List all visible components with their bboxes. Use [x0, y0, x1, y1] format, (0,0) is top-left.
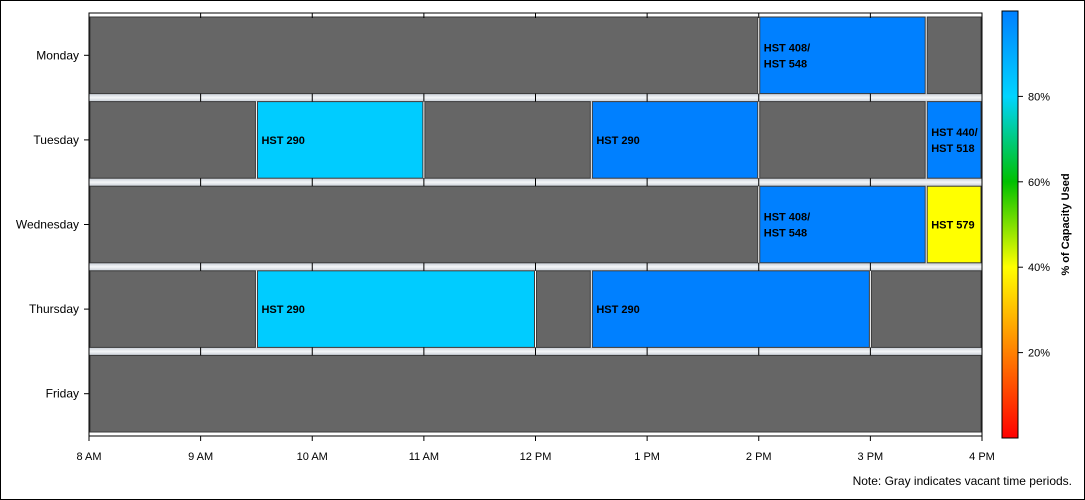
- segment-bar: [89, 101, 256, 179]
- schedule-segment: HST 290: [256, 270, 535, 348]
- vacant-segment: [89, 16, 759, 95]
- vacant-segment: [89, 185, 759, 264]
- vacant-segment: [926, 16, 982, 95]
- segment-bar: [759, 185, 926, 264]
- segment-bar: [926, 185, 982, 264]
- vacant-segment: [89, 354, 982, 433]
- segment-bar: [759, 16, 926, 95]
- segment-label: HST 548: [764, 58, 807, 70]
- segment-label: HST 579: [931, 220, 974, 232]
- schedule-segment: HST 579: [926, 185, 982, 264]
- y-tick-label: Friday: [46, 387, 79, 401]
- segment-bar: [256, 101, 424, 179]
- colorbar-tick-label: 60%: [1028, 177, 1050, 189]
- segment-bar: [870, 270, 982, 348]
- schedule-segment: HST 408/HST 548: [759, 185, 926, 264]
- segment-bar: [759, 101, 926, 179]
- schedule-segment: HST 290: [591, 270, 870, 348]
- vacant-segment: [536, 270, 591, 348]
- y-tick-label: Wednesday: [16, 218, 79, 232]
- x-tick-label: 9 AM: [188, 451, 213, 463]
- colorbar-tick-label: 20%: [1028, 348, 1050, 360]
- segment-bar: [591, 270, 870, 348]
- segment-label: HST 290: [596, 304, 639, 316]
- segment-label: HST 408/: [764, 42, 810, 54]
- y-tick-label: Tuesday: [33, 133, 79, 147]
- segment-label: HST 290: [261, 304, 304, 316]
- x-tick-label: 1 PM: [634, 451, 660, 463]
- schedule-segment: HST 290: [256, 101, 424, 179]
- schedule-segment: HST 290: [591, 101, 759, 179]
- vacant-segment: [424, 101, 591, 179]
- segment-bar: [89, 270, 256, 348]
- chart-note: Note: Gray indicates vacant time periods…: [852, 474, 1072, 488]
- segment-label: HST 290: [596, 135, 639, 147]
- schedule-segment: HST 408/HST 548: [759, 16, 926, 95]
- segment-bar: [256, 270, 535, 348]
- x-tick-label: 8 AM: [76, 451, 101, 463]
- x-tick-label: 3 PM: [858, 451, 884, 463]
- segment-label: HST 440/: [931, 127, 977, 139]
- segment-label: HST 548: [764, 228, 807, 240]
- vacant-segment: [89, 270, 256, 348]
- x-tick-label: 2 PM: [746, 451, 772, 463]
- vacant-segment: [759, 101, 926, 179]
- segment-bar: [926, 101, 982, 179]
- colorbar-label: % of Capacity Used: [1060, 173, 1072, 275]
- segment-bar: [89, 16, 759, 95]
- colorbar: [1001, 10, 1019, 439]
- x-tick-label: 11 AM: [409, 451, 439, 463]
- x-tick-label: 4 PM: [969, 451, 995, 463]
- colorbar-tick-label: 40%: [1028, 262, 1050, 274]
- segment-bar: [89, 185, 759, 264]
- y-tick-label: Monday: [36, 48, 79, 62]
- segment-bar: [536, 270, 591, 348]
- y-tick-label: Thursday: [29, 302, 79, 316]
- vacant-segment: [870, 270, 982, 348]
- colorbar-tick-label: 80%: [1028, 91, 1050, 103]
- segment-bar: [424, 101, 591, 179]
- x-tick-label: 10 AM: [297, 451, 328, 463]
- schedule-segment: HST 440/HST 518: [926, 101, 982, 179]
- vacant-segment: [89, 101, 256, 179]
- segment-bar: [926, 16, 982, 95]
- segment-bar: [591, 101, 759, 179]
- segment-bar: [89, 354, 982, 433]
- segment-label: HST 518: [931, 143, 974, 155]
- segment-label: HST 290: [261, 135, 304, 147]
- segment-label: HST 408/: [764, 212, 810, 224]
- x-tick-label: 12 PM: [520, 451, 552, 463]
